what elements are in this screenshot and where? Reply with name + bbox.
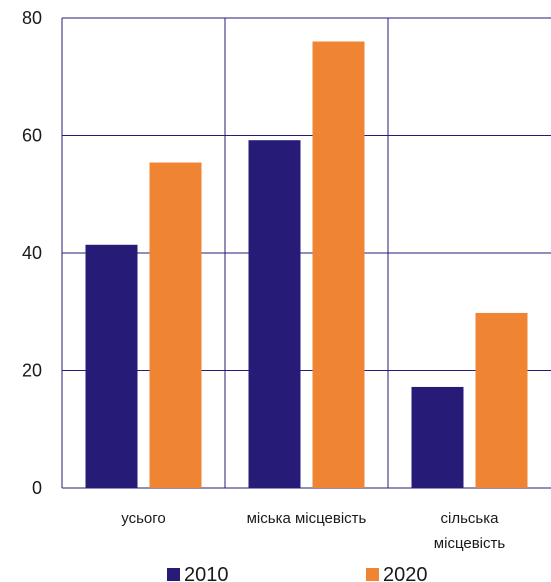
- chart-gridlines: [61, 17, 551, 489]
- y-tick-label-3: 60: [22, 126, 42, 146]
- y-tick-label-2: 40: [22, 243, 42, 263]
- legend-swatch-2020: [366, 568, 379, 581]
- bar-2020-cat-0: [149, 162, 202, 488]
- bar-2010-cat-0: [85, 244, 138, 488]
- x-category-label-2-line-0: сільська: [441, 510, 500, 527]
- y-tick-label-4: 80: [22, 8, 42, 28]
- x-axis-categories: усього міська місцевість сільська місцевіст…: [121, 510, 505, 552]
- legend-label-2020: 2020: [383, 564, 428, 582]
- x-category-label-1: міська місцевість: [247, 510, 367, 527]
- bar-2010-cat-2: [411, 386, 464, 488]
- chart-legend: 2010 2020: [167, 564, 428, 582]
- y-tick-label-0: 0: [32, 478, 42, 498]
- bar-2020-cat-2: [475, 312, 528, 488]
- y-axis-ticks: 0 20 40 60 80: [22, 8, 42, 498]
- bar-2010-cat-1: [248, 140, 301, 488]
- legend-swatch-2010: [167, 568, 180, 581]
- bar-2020-cat-1: [312, 41, 365, 488]
- legend-label-2010: 2010: [184, 564, 229, 582]
- chart-bars: [85, 41, 528, 488]
- y-tick-label-1: 20: [22, 361, 42, 381]
- x-category-label-2-line-1: місцевість: [434, 535, 506, 552]
- x-category-label-0: усього: [121, 510, 165, 527]
